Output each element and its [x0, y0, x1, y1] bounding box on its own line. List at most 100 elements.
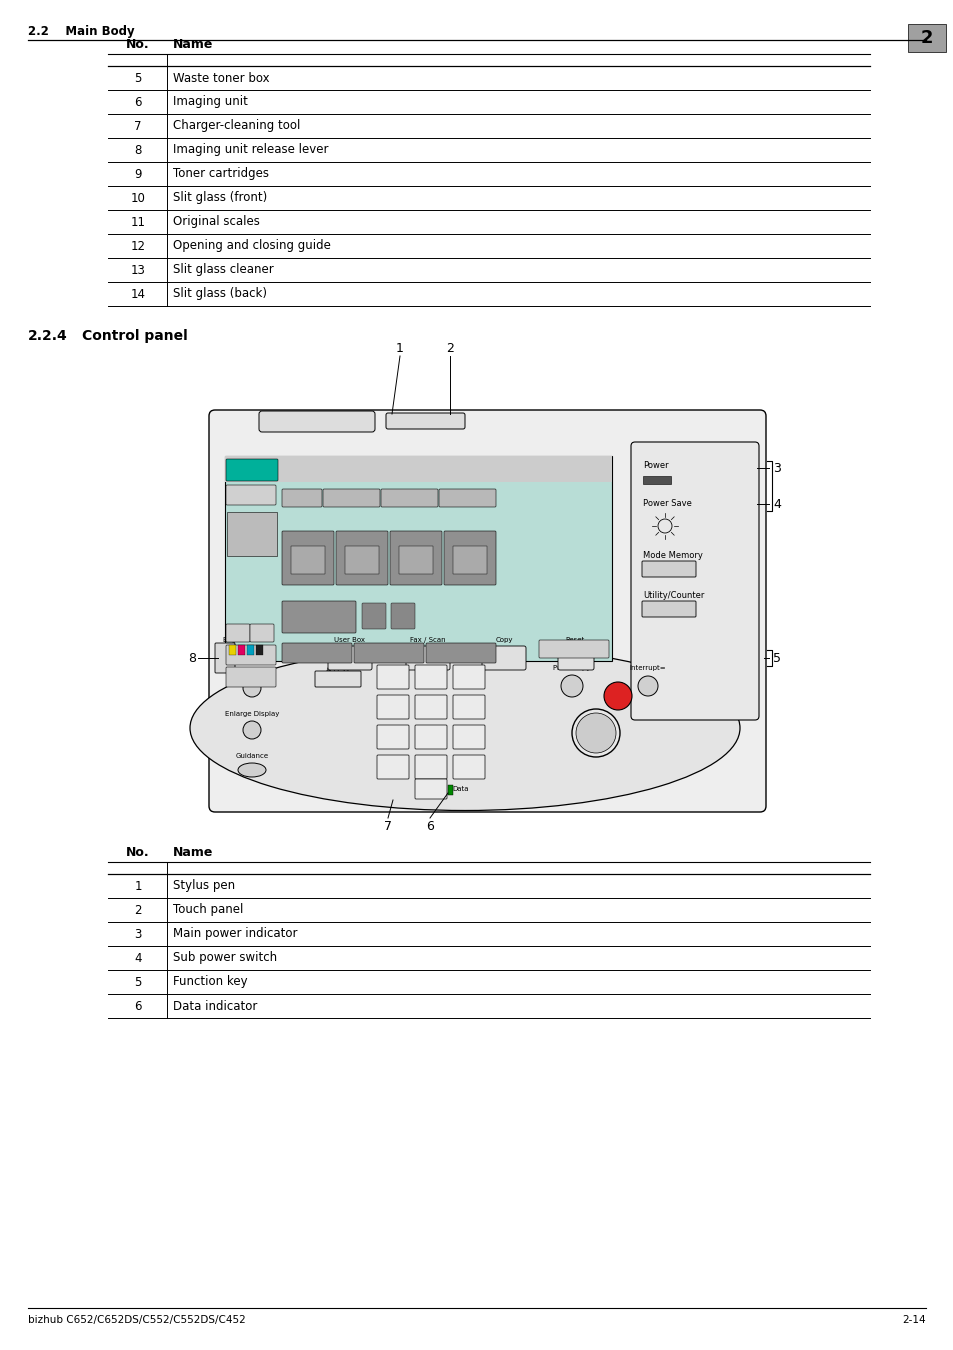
Text: NAME: NAME: [245, 532, 259, 536]
FancyBboxPatch shape: [250, 624, 274, 643]
Circle shape: [603, 682, 631, 710]
Text: 13: 13: [131, 263, 145, 277]
Text: 8: 8: [427, 730, 434, 741]
Text: Name: Name: [172, 845, 213, 859]
Text: Touch panel: Touch panel: [172, 903, 243, 917]
Text: Main power indicator: Main power indicator: [172, 927, 297, 941]
Text: Name: Name: [172, 38, 213, 50]
Text: ✏: ✏: [572, 653, 579, 663]
Text: Stylus pen: Stylus pen: [172, 879, 234, 892]
Bar: [237, 645, 245, 655]
Text: |←→|: |←→|: [331, 676, 344, 682]
FancyBboxPatch shape: [226, 667, 275, 687]
Bar: [453, 545, 486, 574]
FancyBboxPatch shape: [376, 695, 409, 720]
FancyBboxPatch shape: [406, 647, 450, 670]
Text: 2-14: 2-14: [902, 1315, 925, 1324]
Text: Waste toner box: Waste toner box: [172, 72, 270, 85]
Text: 8: 8: [134, 143, 142, 157]
Text: Paper: Paper: [355, 536, 369, 540]
FancyBboxPatch shape: [226, 624, 250, 643]
Text: Delete: Delete: [242, 652, 260, 657]
Text: 9: 9: [134, 167, 142, 181]
Bar: [255, 645, 263, 655]
Text: 05/16/2009  11:50: 05/16/2009 11:50: [229, 636, 274, 641]
Text: Application: Application: [454, 495, 480, 501]
FancyBboxPatch shape: [438, 489, 496, 508]
FancyBboxPatch shape: [415, 725, 447, 749]
Text: Imaging unit release lever: Imaging unit release lever: [172, 143, 328, 157]
Text: 7: 7: [384, 819, 392, 833]
Circle shape: [638, 676, 658, 697]
Text: Interrupt=: Interrupt=: [629, 666, 665, 671]
Text: Slit glass cleaner: Slit glass cleaner: [172, 263, 274, 277]
FancyBboxPatch shape: [376, 666, 409, 688]
Text: ▲: ▲: [235, 630, 240, 636]
Text: 5: 5: [134, 976, 142, 988]
FancyBboxPatch shape: [226, 459, 277, 481]
Text: 6: 6: [465, 701, 472, 711]
Text: STATUS: STATUS: [243, 543, 261, 548]
FancyBboxPatch shape: [390, 531, 441, 585]
Text: Guidance: Guidance: [235, 753, 269, 759]
Text: *: *: [390, 761, 395, 771]
Text: 8: 8: [188, 652, 195, 664]
Text: 6: 6: [426, 819, 434, 833]
Text: Start: Start: [581, 721, 609, 730]
Text: Toner cartridges: Toner cartridges: [172, 167, 269, 181]
Circle shape: [576, 713, 616, 753]
Text: 9: 9: [465, 730, 472, 741]
Text: 4: 4: [134, 952, 142, 964]
Text: 7: 7: [389, 730, 395, 741]
Text: Data: Data: [452, 786, 468, 792]
FancyBboxPatch shape: [558, 647, 594, 670]
Text: Reset: Reset: [564, 637, 583, 643]
Text: GHI: GHI: [389, 711, 396, 716]
FancyBboxPatch shape: [258, 410, 375, 432]
Text: Enlarge Display: Enlarge Display: [225, 711, 279, 717]
Circle shape: [243, 679, 261, 697]
Text: 1: 1: [395, 342, 403, 355]
FancyBboxPatch shape: [415, 666, 447, 688]
FancyBboxPatch shape: [328, 647, 372, 670]
Circle shape: [572, 709, 619, 757]
Bar: [398, 545, 433, 574]
Text: Mode Memory: Mode Memory: [642, 552, 702, 560]
Bar: [225, 456, 612, 662]
Text: 2: 2: [427, 671, 434, 680]
Text: 1: 1: [601, 467, 605, 472]
Text: Basic: Basic: [295, 495, 308, 501]
FancyBboxPatch shape: [453, 755, 484, 779]
Text: 2: 2: [920, 28, 932, 47]
Text: 11: 11: [131, 216, 146, 228]
Text: Stop: Stop: [607, 691, 627, 701]
Text: ABC: ABC: [389, 682, 396, 686]
Text: Imaging unit: Imaging unit: [172, 96, 248, 108]
Bar: [642, 477, 670, 485]
FancyBboxPatch shape: [282, 643, 352, 663]
Text: 100.0%: 100.0%: [406, 578, 425, 582]
Text: 3: 3: [465, 671, 472, 680]
FancyBboxPatch shape: [481, 647, 525, 670]
Text: 2: 2: [134, 903, 142, 917]
Text: bizhub C652/C652DS/C552/C552DS/C452: bizhub C652/C652DS/C552/C552DS/C452: [28, 1315, 246, 1324]
Text: 6: 6: [134, 96, 142, 108]
Text: Check Job: Check Job: [237, 493, 264, 498]
Text: Utility/Counter: Utility/Counter: [642, 591, 703, 601]
FancyBboxPatch shape: [314, 671, 360, 687]
FancyBboxPatch shape: [426, 643, 496, 663]
Text: Finishing: Finishing: [398, 495, 420, 501]
Text: Access: Access: [326, 667, 350, 674]
Text: 5: 5: [134, 72, 142, 85]
FancyBboxPatch shape: [209, 410, 765, 811]
Text: ☀: ☀: [222, 643, 228, 649]
Ellipse shape: [190, 645, 740, 810]
Text: Language Selection: Language Selection: [549, 647, 598, 652]
Text: Top Left: Top Left: [309, 621, 328, 626]
Text: 6: 6: [134, 999, 142, 1012]
FancyBboxPatch shape: [641, 601, 696, 617]
Text: Ready to copy.: Ready to copy.: [305, 466, 371, 474]
FancyBboxPatch shape: [335, 531, 388, 585]
Bar: [291, 545, 325, 574]
Bar: [229, 645, 235, 655]
